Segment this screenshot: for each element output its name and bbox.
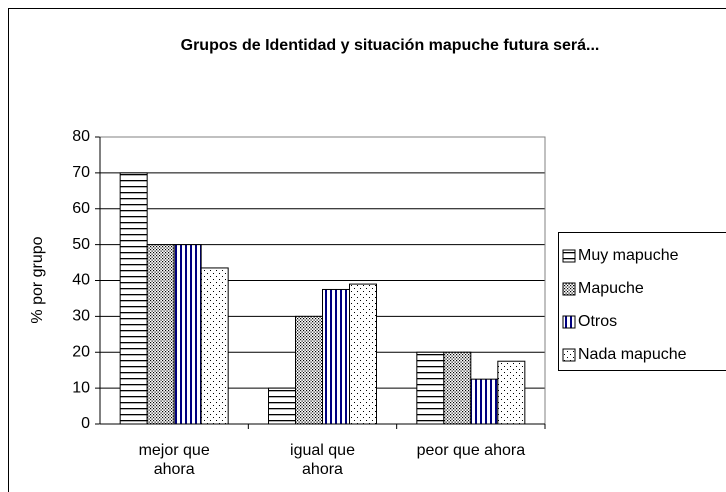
bar <box>173 244 202 425</box>
y-axis-label: % por grupo <box>29 236 46 323</box>
legend-swatch <box>562 315 576 329</box>
bar <box>146 244 175 425</box>
y-tick-label: 40 <box>72 272 90 289</box>
bar <box>268 387 296 425</box>
legend-label: Otros <box>578 313 617 330</box>
x-tick-label: igual que ahora <box>290 442 355 478</box>
bar <box>322 288 350 425</box>
legend-label: Muy mapuche <box>578 247 679 264</box>
bar <box>349 283 377 425</box>
legend-swatch <box>562 348 576 362</box>
y-tick-label: 10 <box>72 379 90 396</box>
legend-box <box>558 232 726 371</box>
bar <box>443 351 472 425</box>
y-tick-label: 50 <box>72 236 90 253</box>
bar <box>497 360 526 425</box>
x-tick-label: peor que ahora <box>416 442 526 459</box>
legend-swatch <box>562 282 576 296</box>
bar <box>470 378 499 425</box>
legend-swatch <box>562 249 576 263</box>
legend-label: Nada mapuche <box>578 346 687 363</box>
y-tick-label: 70 <box>72 164 90 181</box>
x-tick-label: mejor que ahora <box>138 442 210 478</box>
y-tick-label: 60 <box>72 200 90 217</box>
bar <box>416 351 445 425</box>
bar <box>200 267 229 425</box>
y-tick-label: 20 <box>72 343 90 360</box>
y-tick-label: 0 <box>81 415 90 432</box>
legend-label: Mapuche <box>578 280 644 297</box>
bar <box>295 315 323 425</box>
bar <box>119 172 148 425</box>
y-tick-label: 30 <box>72 308 90 325</box>
y-tick-label: 80 <box>72 128 90 145</box>
chart-title: Grupos de Identidad y situación mapuche … <box>181 37 600 54</box>
